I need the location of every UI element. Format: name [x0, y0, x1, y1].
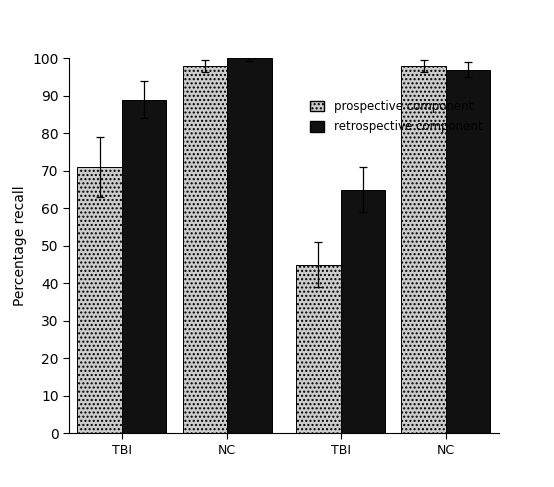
Bar: [122, 100, 166, 433]
Bar: [227, 58, 272, 433]
Bar: [341, 190, 385, 433]
Bar: [296, 264, 341, 433]
Bar: [183, 66, 227, 433]
Bar: [402, 66, 446, 433]
Legend: prospective component, retrospective component: prospective component, retrospective com…: [304, 94, 489, 139]
Bar: [446, 70, 490, 433]
Bar: [78, 167, 122, 433]
Y-axis label: Percentage recall: Percentage recall: [13, 186, 27, 306]
